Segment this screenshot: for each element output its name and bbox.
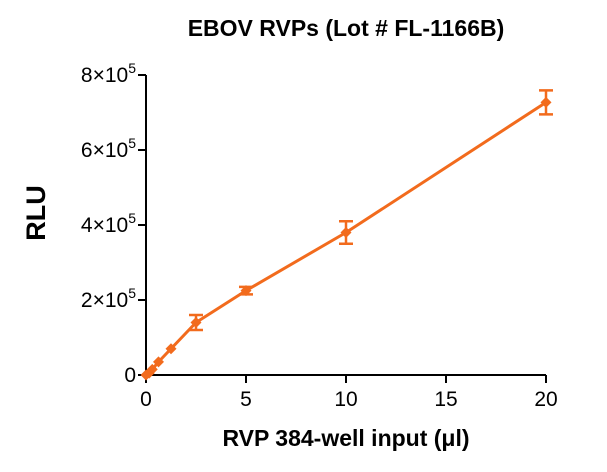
data-point	[153, 356, 164, 368]
chart-title: EBOV RVPs (Lot # FL-1166B)	[188, 15, 505, 41]
x-ticks: 0 5 10 15 20	[140, 375, 558, 411]
x-tick-label: 15	[434, 388, 457, 411]
y-axis-title: RLU	[21, 185, 51, 241]
y-ticks: 0 2×105 4×105 6×105 8×105	[81, 60, 146, 387]
x-tick-label: 0	[140, 388, 152, 411]
data-point	[146, 363, 158, 375]
x-tick-label: 5	[240, 388, 252, 411]
x-tick-label: 20	[534, 388, 557, 411]
x-axis-title: RVP 384-well input (μl)	[222, 425, 469, 451]
y-tick-label: 8×105	[81, 60, 136, 87]
y-tick-label: 6×105	[81, 135, 136, 162]
plot-area: 0 2×105 4×105 6×105 8×105 0 5 10 15 20	[81, 60, 558, 411]
data-point	[540, 96, 552, 108]
x-tick-label: 10	[334, 388, 357, 411]
data-point	[240, 285, 252, 297]
data-point	[340, 227, 352, 238]
y-tick-label: 2×105	[81, 285, 136, 312]
data-series	[140, 89, 553, 381]
y-tick-label: 0	[124, 364, 136, 387]
data-point	[165, 343, 177, 355]
y-tick-label: 4×105	[81, 210, 136, 237]
data-point	[190, 317, 202, 328]
